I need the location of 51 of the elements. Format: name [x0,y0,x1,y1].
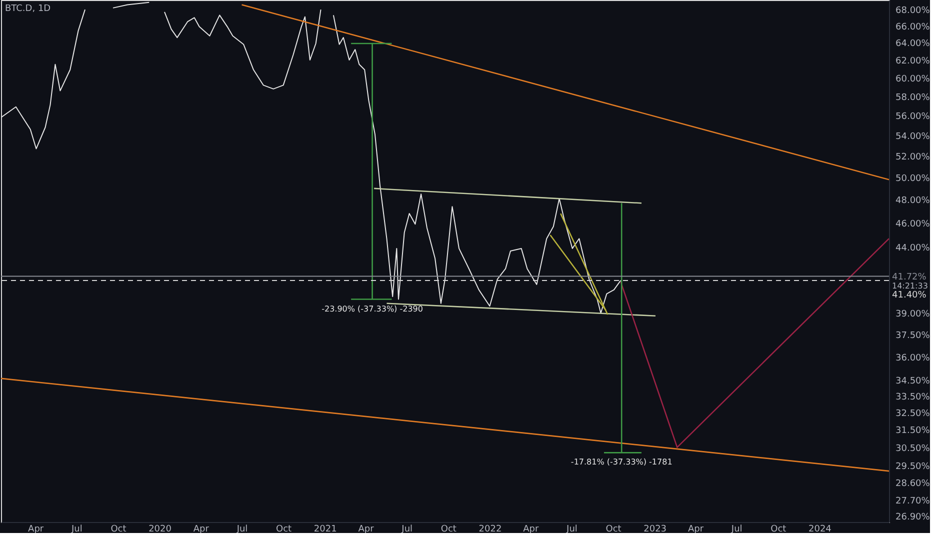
annotation: -17.81% (-37.33%) -1781 [570,458,672,467]
y-tick-label: 32.50% [896,409,930,420]
x-tick-label: Jul [70,524,82,534]
y-tick-label: 28.60% [896,478,930,489]
x-tick-label: Apr [358,524,374,534]
text: 14:21:33 [892,281,928,290]
x-tick-label: Oct [440,524,457,534]
x-tick-label: Oct [276,524,292,534]
y-tick-label: 26.90% [896,512,930,522]
y-tick-label: 36.00% [896,353,930,364]
annotation: -23.90% (-37.33%) -2390 [322,304,423,314]
x-tick-label: 2022 [478,524,502,534]
x-tick-label: 2024 [808,524,832,534]
y-tick-label: 68.00% [896,6,930,16]
y-tick-label: 54.00% [896,132,930,142]
ref-line-label: 41.72% [892,272,927,282]
x-tick-label: Jul [730,524,742,534]
x-tick-label: Apr [28,524,44,534]
y-tick-label: 33.50% [896,392,930,403]
y-tick-label: 46.00% [896,219,930,230]
y-tick-label: 44.00% [896,244,930,254]
y-tick-label: 39.00% [896,310,930,320]
y-tick-label: 50.00% [896,174,930,184]
y-tick-label: 56.00% [896,112,930,122]
x-tick-label: 2021 [314,524,337,534]
y-tick-label: 29.50% [896,462,930,472]
y-tick-label: 62.00% [896,56,930,66]
y-tick-label: 52.00% [896,152,930,163]
x-tick-label: Jul [236,524,248,534]
chart-title: BTC.D, 1D [5,4,51,14]
x-tick-label: 2023 [644,524,667,534]
x-tick-label: Oct [770,524,787,534]
x-tick-label: Jul [400,524,413,534]
x-tick-label: Apr [523,524,539,534]
ref-line-label: 41.40% [892,290,927,300]
x-tick-label: Oct [110,524,127,534]
y-tick-label: 37.50% [896,330,930,341]
y-tick-label: 30.50% [896,444,930,454]
x-tick-label: Apr [193,524,210,534]
y-tick-label: 66.00% [896,22,930,32]
y-tick-label: 58.00% [896,92,930,103]
x-tick-label: Apr [688,524,704,534]
y-tick-label: 31.50% [896,426,930,436]
y-tick-label: 27.70% [896,496,930,506]
x-tick-label: 2020 [148,524,172,534]
y-tick-label: 34.50% [896,376,930,387]
x-tick-label: Oct [606,524,622,534]
y-tick-label: 48.00% [896,196,930,206]
y-tick-label: 60.00% [896,74,930,84]
y-tick-label: 64.00% [896,39,930,50]
x-tick-label: Jul [566,524,578,534]
